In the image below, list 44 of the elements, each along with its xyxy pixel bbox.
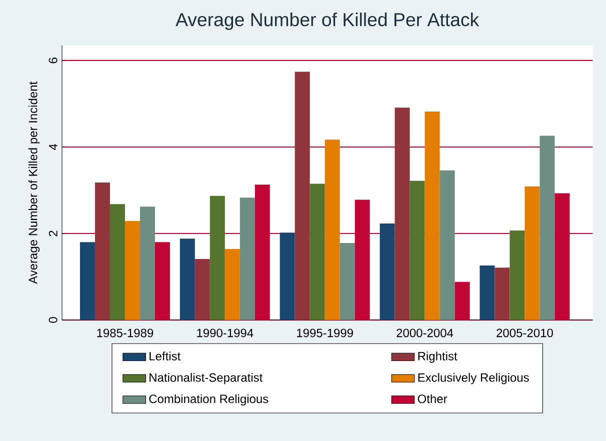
bar <box>340 242 355 320</box>
bar <box>410 180 425 320</box>
y-tick-label: 6 <box>48 58 58 64</box>
legend-label: Rightist <box>418 352 458 363</box>
x-tick-label: 1985-1989 <box>97 328 154 338</box>
bar <box>494 268 510 320</box>
bar <box>124 220 140 320</box>
legend-label: Combination Religious <box>149 394 268 406</box>
bar <box>194 259 210 320</box>
bar <box>140 206 155 320</box>
x-tick-label: 1995-1999 <box>297 328 353 338</box>
legend-label: Other <box>418 394 448 404</box>
y-axis-title: Average Number of Killed per Incident <box>28 82 40 284</box>
bar <box>80 242 95 320</box>
bar <box>180 238 195 320</box>
y-tick-label: 0 <box>48 317 58 323</box>
bar <box>510 230 525 320</box>
bar <box>310 184 325 320</box>
y-tick-label: 4 <box>49 144 58 150</box>
bar <box>324 140 340 320</box>
x-tick-label: 2005-2010 <box>496 328 553 338</box>
bar <box>240 198 255 320</box>
bar <box>154 242 170 320</box>
bar <box>280 232 295 320</box>
bar <box>540 136 555 320</box>
bar <box>440 170 455 320</box>
bar <box>424 112 440 320</box>
legend-label: Leftist <box>150 352 181 360</box>
chart-title: Average Number of Killed Per Attack <box>176 12 480 30</box>
y-tick-label: 2 <box>48 230 58 236</box>
bar <box>210 196 225 320</box>
bar <box>294 72 310 320</box>
x-tick-label: 2000-2004 <box>396 328 454 338</box>
bar <box>480 265 495 320</box>
bar <box>380 224 395 320</box>
bar <box>224 249 240 320</box>
bar <box>110 204 125 320</box>
bar <box>454 282 470 320</box>
bar <box>524 186 540 320</box>
bar <box>94 182 110 320</box>
x-tick-label: 1990-1994 <box>197 328 254 338</box>
bar <box>394 108 410 320</box>
legend-label: Exclusively Religious <box>418 372 529 384</box>
legend-label: Nationalist-Separatist <box>150 372 263 384</box>
